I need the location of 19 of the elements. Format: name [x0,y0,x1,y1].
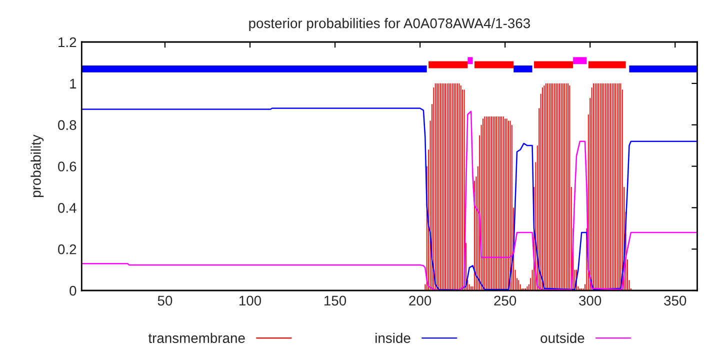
legend-label: transmembrane [148,332,245,344]
chart-title: posterior probabilities for A0A078AWA4/1-363 [249,18,530,31]
x-tick-label: 100 [239,296,262,306]
y-tick-label: 1 [70,78,76,88]
y-tick-label: 0 [70,286,76,296]
y-tick-label: 0.8 [58,120,76,130]
x-tick-label: 300 [579,296,602,306]
x-tick-label: 250 [494,296,516,306]
y-tick-label: 0.2 [58,244,76,254]
x-tick-label: 150 [324,296,346,306]
y-tick-label: 1.2 [58,37,76,48]
y-tick-label: 0.6 [58,162,76,172]
legend-label: inside [376,332,410,344]
x-tick-label: 200 [409,296,432,306]
y-axis-title: probability [30,134,44,198]
x-tick-label: 350 [664,296,686,306]
x-tick-label: 50 [158,296,172,306]
y-tick-label: 0.4 [58,203,76,213]
legend-label: outside [540,332,584,344]
